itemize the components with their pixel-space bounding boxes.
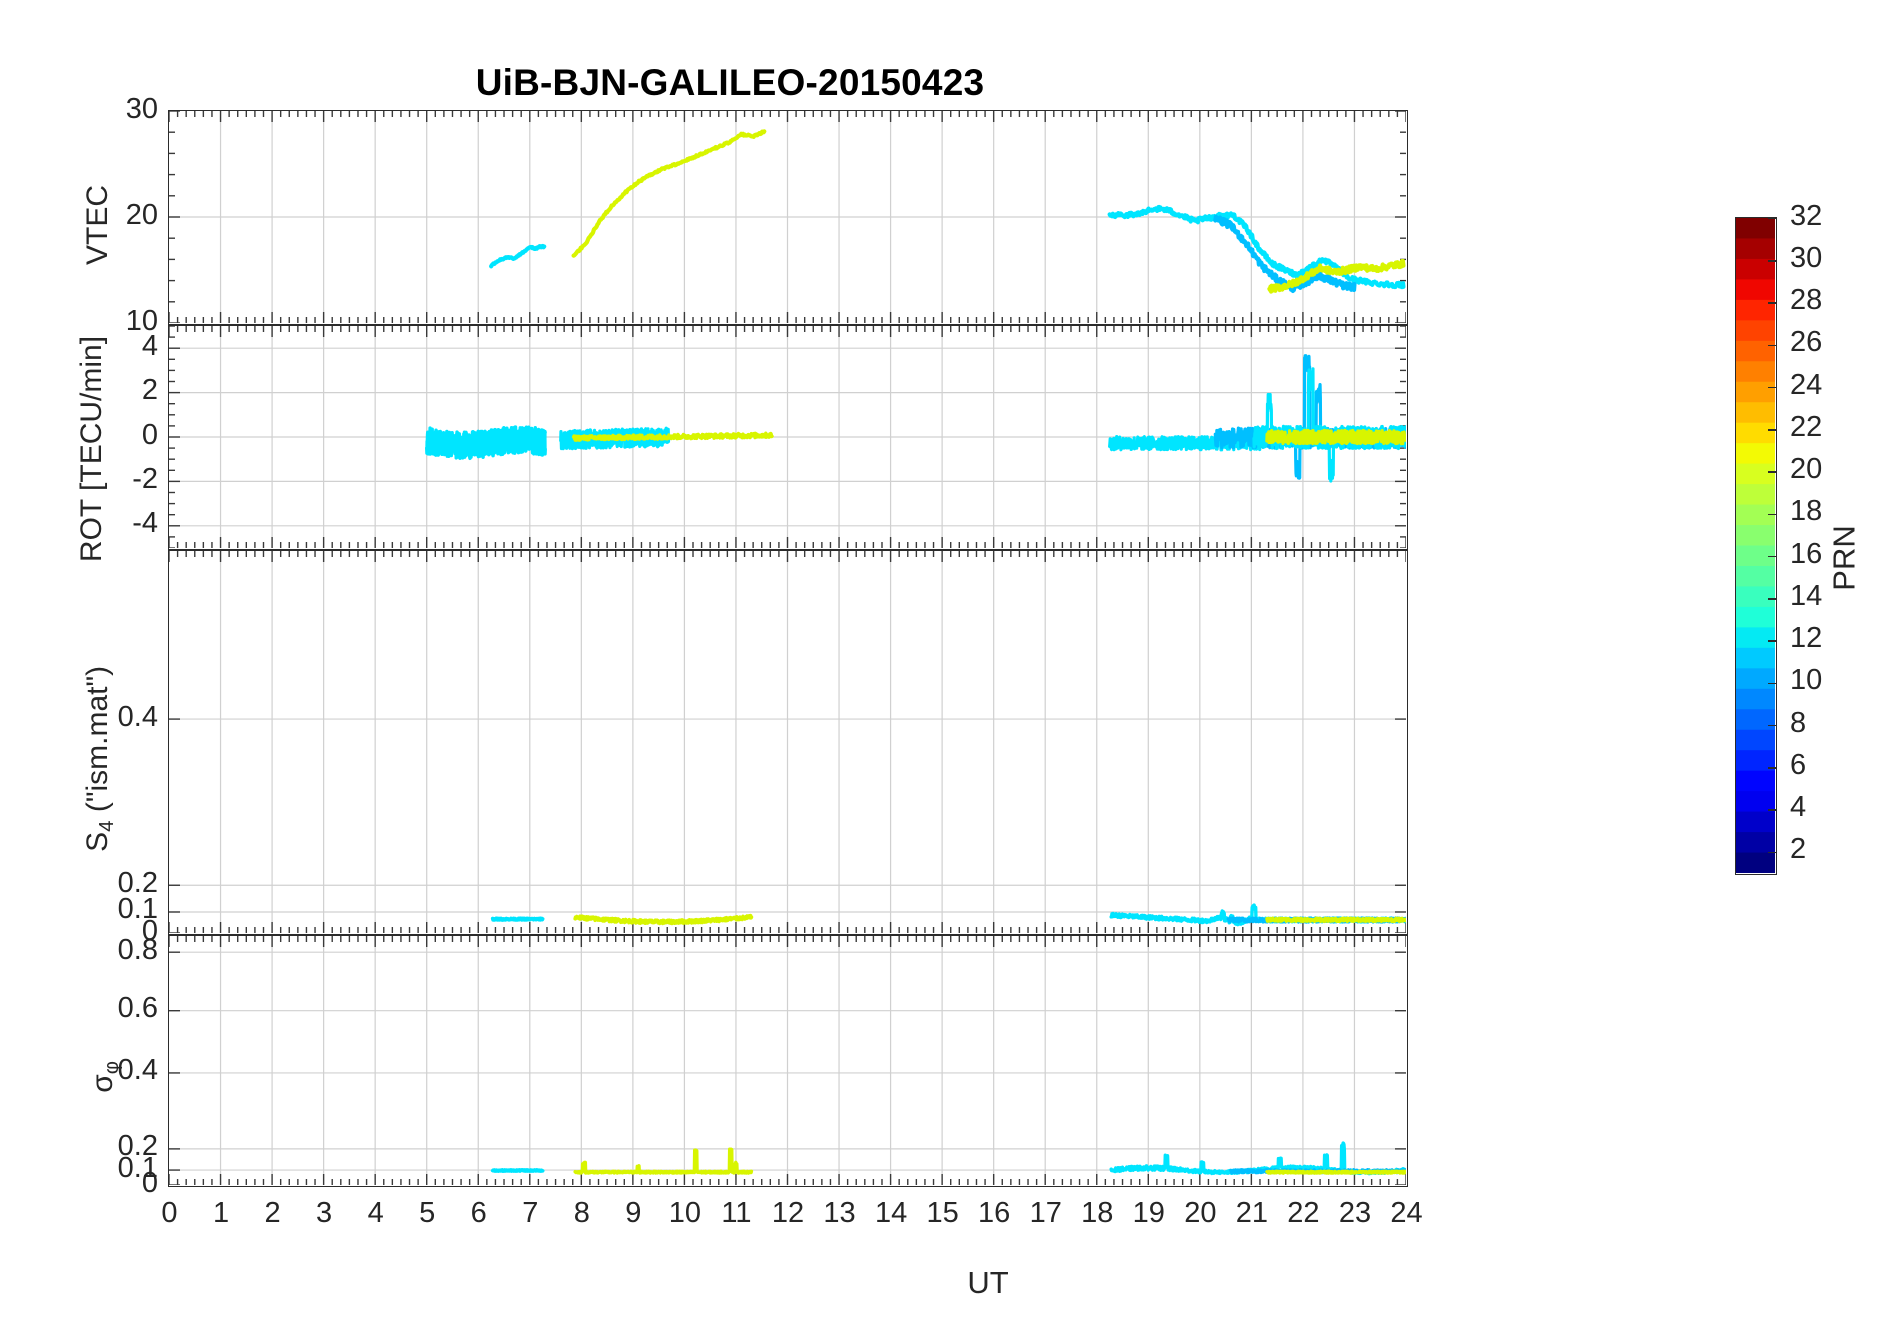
colorbar-tickmark-28 (1768, 302, 1777, 304)
ytick-vtec-20: 20 (125, 198, 158, 231)
ytick-vtec-10: 10 (125, 304, 158, 337)
xtick-12: 12 (771, 1197, 805, 1229)
ytick-s4-0p2: 0.2 (117, 866, 158, 899)
xtick-13: 13 (823, 1197, 856, 1229)
panel-s4 (168, 550, 1408, 935)
colorbar-tick-22: 22 (1790, 410, 1823, 443)
colorbar-tickmark-12 (1768, 640, 1777, 642)
panel-vtec (168, 110, 1408, 325)
ytick-sigphi-0p1: 0.1 (117, 1151, 158, 1184)
ytick-rot--4: -4 (132, 507, 158, 540)
ytick-s4-0p4: 0.4 (117, 700, 158, 733)
ytick-vtec-30: 30 (125, 92, 158, 125)
axis-label-ut: UT (967, 1265, 1009, 1300)
ytick-rot-2: 2 (141, 374, 158, 407)
xtick-8: 8 (573, 1197, 590, 1229)
colorbar-gradient (1736, 218, 1775, 873)
colorbar-tick-32: 32 (1790, 199, 1823, 232)
ytick-sigphi-0p2: 0.2 (117, 1130, 158, 1163)
colorbar-tick-18: 18 (1790, 495, 1823, 528)
colorbar-tickmark-24 (1768, 386, 1777, 389)
xtick-5: 5 (419, 1197, 436, 1229)
colorbar-tick-28: 28 (1790, 284, 1823, 317)
ytick-rot-4: 4 (141, 329, 158, 362)
xtick-3: 3 (316, 1197, 333, 1229)
ytick-sigphi-0p6: 0.6 (117, 992, 158, 1025)
rot-plot-area (169, 326, 1406, 548)
ylabel-text-s4: S4 ("ism.mat") (81, 665, 118, 852)
panel-sigmaphi (168, 935, 1408, 1187)
colorbar-tick-2: 2 (1790, 833, 1807, 866)
xtick-1: 1 (212, 1197, 230, 1229)
xtick-21: 21 (1235, 1197, 1268, 1229)
xtick-11: 11 (721, 1197, 752, 1229)
ytick-rot--2: -2 (132, 462, 158, 495)
colorbar-tickmark-4 (1768, 809, 1777, 811)
colorbar-tickmark-2 (1768, 851, 1777, 854)
colorbar-tickmark-14 (1768, 598, 1777, 600)
xtick-19: 19 (1132, 1197, 1165, 1229)
ytick-s4-0p1: 0.1 (117, 893, 158, 926)
colorbar-tick-26: 26 (1790, 326, 1823, 359)
colorbar-tickmark-30 (1768, 260, 1777, 262)
colorbar-tick-8: 8 (1790, 706, 1807, 739)
xtick-10: 10 (668, 1197, 702, 1229)
xtick-9: 9 (625, 1197, 642, 1229)
colorbar-tickmark-32 (1768, 217, 1777, 220)
xtick-4: 4 (367, 1197, 384, 1229)
colorbar[interactable] (1735, 217, 1777, 875)
colorbar-tick-12: 12 (1790, 622, 1823, 655)
ytick-rot-0: 0 (141, 418, 158, 451)
ytick-sigphi-0p4: 0.4 (117, 1054, 158, 1087)
colorbar-tickmark-10 (1768, 682, 1777, 685)
colorbar-title: PRN (1826, 525, 1862, 591)
xtick-22: 22 (1287, 1197, 1320, 1229)
xtick-18: 18 (1081, 1197, 1114, 1229)
colorbar-tick-4: 4 (1790, 791, 1807, 824)
colorbar-tickmark-8 (1768, 724, 1777, 727)
colorbar-tickmark-6 (1768, 767, 1777, 769)
colorbar-tick-20: 20 (1790, 453, 1823, 486)
ytick-s4-0: 0 (141, 914, 158, 947)
panel-rot (168, 325, 1408, 550)
xtick-23: 23 (1338, 1197, 1372, 1229)
xtick-0: 0 (161, 1197, 178, 1229)
xtick-2: 2 (264, 1197, 281, 1229)
sigmaphi-plot-area (169, 936, 1406, 1185)
xtick-15: 15 (926, 1197, 959, 1229)
xtick-14: 14 (874, 1197, 908, 1229)
colorbar-tick-24: 24 (1790, 368, 1823, 401)
xtick-24: 24 (1390, 1197, 1423, 1229)
ytick-sigphi-0p8: 0.8 (117, 933, 158, 966)
colorbar-tickmark-22 (1768, 429, 1777, 431)
colorbar-tickmark-26 (1768, 344, 1777, 347)
colorbar-tick-14: 14 (1790, 579, 1823, 612)
colorbar-tickmark-20 (1768, 471, 1777, 473)
xtick-6: 6 (470, 1197, 487, 1229)
xtick-16: 16 (978, 1197, 1011, 1229)
colorbar-tickmark-18 (1768, 513, 1777, 516)
vtec-plot-area (169, 111, 1406, 323)
page-title: UiB-BJN-GALILEO-20150423 (475, 62, 985, 103)
colorbar-tick-6: 6 (1790, 748, 1807, 781)
xtick-17: 17 (1029, 1197, 1062, 1229)
colorbar-tick-30: 30 (1790, 241, 1823, 274)
colorbar-tick-16: 16 (1790, 537, 1823, 570)
colorbar-tickmark-16 (1768, 555, 1777, 558)
ytick-sigphi-0: 0 (141, 1166, 158, 1199)
s4-plot-area (169, 551, 1406, 933)
xtick-20: 20 (1184, 1197, 1217, 1229)
colorbar-tick-10: 10 (1790, 664, 1823, 697)
xtick-7: 7 (522, 1197, 539, 1229)
